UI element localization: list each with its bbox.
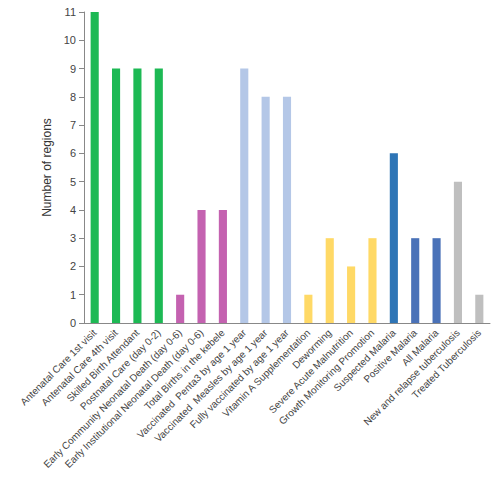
- svg-text:Vaccinated Penta3 by age 1 yea: Vaccinated Penta3 by age 1 year: [134, 327, 249, 441]
- svg-text:Severe Acute Malnutrition: Severe Acute Malnutrition: [267, 327, 355, 415]
- svg-text:7: 7: [70, 119, 76, 131]
- svg-text:11: 11: [65, 6, 76, 18]
- svg-text:5: 5: [70, 176, 76, 188]
- svg-text:Fully vaccinated by age 1 year: Fully vaccinated by age 1 year: [188, 327, 292, 431]
- svg-text:Skilled Birth Attendant: Skilled Birth Attendant: [64, 327, 142, 404]
- svg-text:Total Births in the kebele: Total Births in the kebele: [142, 327, 227, 412]
- svg-text:Vaccinated Measles by age 1 ye: Vaccinated Measles by age 1 year: [152, 327, 270, 445]
- svg-text:9: 9: [70, 63, 76, 75]
- svg-text:Antenatal Care 1st visit: Antenatal Care 1st visit: [18, 327, 99, 408]
- svg-text:Early Community Neonatal Death: Early Community Neonatal Death (day 0-6): [41, 327, 184, 470]
- svg-text:3: 3: [70, 232, 76, 244]
- svg-text:Suspected Malaria: Suspected Malaria: [331, 327, 398, 394]
- svg-text:1: 1: [70, 289, 76, 301]
- svg-text:All Malaria: All Malaria: [399, 327, 441, 368]
- svg-text:Treated Tuberculosis: Treated Tuberculosis: [410, 327, 483, 400]
- svg-text:Positive Malaria: Positive Malaria: [361, 327, 420, 385]
- svg-text:Growth Monitoring Promotion: Growth Monitoring Promotion: [276, 327, 377, 427]
- svg-text:8: 8: [70, 91, 76, 103]
- svg-text:Early Institutional Neonatal D: Early Institutional Neonatal Death (day …: [62, 327, 206, 470]
- svg-text:Postnatal Care (day 0-2): Postnatal Care (day 0-2): [78, 327, 163, 412]
- svg-text:Number of regions: Number of regions: [40, 118, 54, 217]
- svg-text:6: 6: [70, 147, 76, 159]
- svg-text:New and relapse tuberculosis: New and relapse tuberculosis: [361, 327, 461, 427]
- svg-text:Deworming: Deworming: [290, 327, 334, 371]
- svg-text:0: 0: [70, 317, 76, 329]
- svg-text:Antenatal Care 4th visit: Antenatal Care 4th visit: [39, 327, 120, 408]
- svg-text:Vitamin A Supplementation: Vitamin A Supplementation: [220, 327, 313, 420]
- svg-text:10: 10: [64, 34, 76, 46]
- svg-text:4: 4: [70, 204, 76, 216]
- svg-text:2: 2: [70, 260, 76, 272]
